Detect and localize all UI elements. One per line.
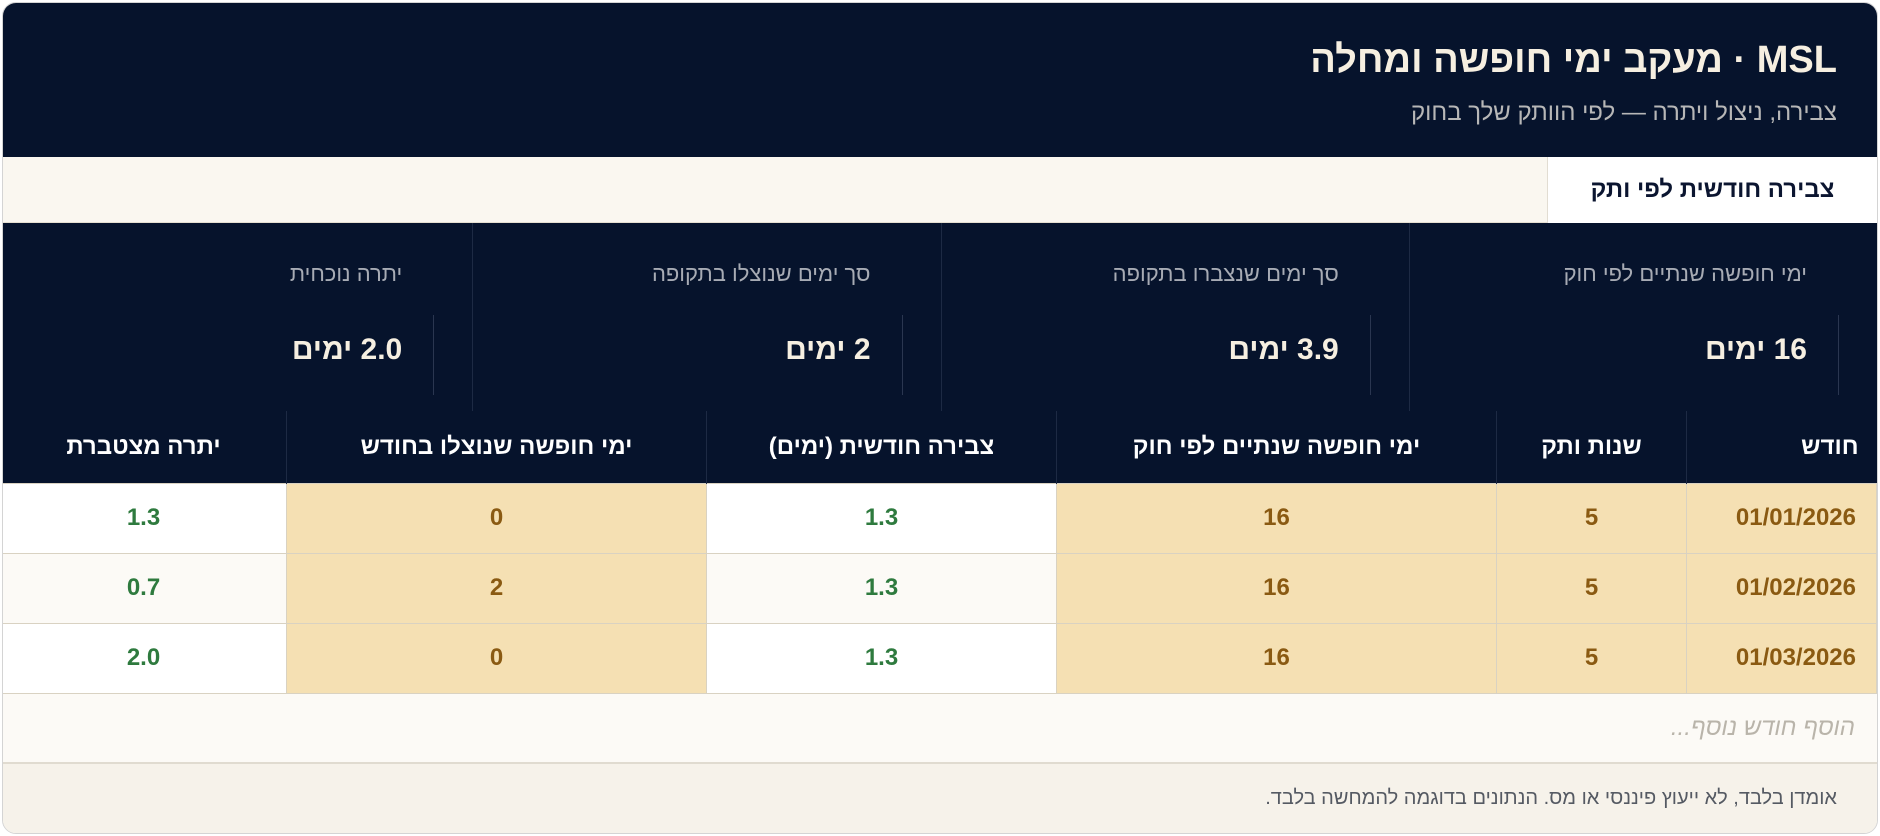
summary-label: סך ימים שנצברו בתקופה (1112, 261, 1339, 286)
cell-balance: 1.3 (3, 482, 287, 554)
card-divider (1369, 315, 1371, 395)
disclaimer: אומדן בלבד, לא ייעוץ פיננסי או מס. הנתונ… (3, 763, 1877, 833)
page-subtitle: צבירה, ניצול ויתרה — לפי הוותק שלך בחוק (1411, 99, 1837, 126)
cell-balance: 2.0 (3, 622, 287, 694)
cell-days-used[interactable]: 2 (286, 552, 707, 624)
card-divider (433, 315, 435, 395)
cell-monthly-accrual: 1.3 (706, 482, 1057, 554)
add-month-row[interactable]: הוסף חודש נוסף... (3, 693, 1877, 764)
cell-seniority[interactable]: 5 (1496, 552, 1687, 624)
table-row: 01/02/2026 5 16 1.3 2 0.7 (3, 552, 1877, 624)
summary-label: יתרה נוכחית (289, 261, 403, 286)
summary-card-used: סך ימים שנוצלו בתקופה 2 ימים (472, 223, 940, 411)
cell-monthly-accrual: 1.3 (706, 552, 1057, 624)
table-header-row: חודש שנות ותק ימי חופשה שנתיים לפי חוק צ… (3, 411, 1877, 483)
tab-monthly-accrual[interactable]: צבירה חודשית לפי ותק (1547, 157, 1877, 223)
tab-bar: צבירה חודשית לפי ותק (3, 157, 1877, 223)
table-row: 01/03/2026 5 16 1.3 0 2.0 (3, 622, 1877, 694)
cell-annual-days[interactable]: 16 (1056, 622, 1497, 694)
card-divider (1838, 315, 1839, 395)
header: MSL · מעקב ימי חופשה ומחלה צבירה, ניצול … (3, 3, 1877, 157)
summary-card-accrued: סך ימים שנצברו בתקופה 3.9 ימים (940, 223, 1409, 411)
cell-month[interactable]: 01/03/2026 (1686, 622, 1877, 694)
col-header-days-used: ימי חופשה שנוצלו בחודש (286, 411, 707, 483)
col-header-seniority: שנות ותק (1496, 411, 1687, 483)
cell-seniority[interactable]: 5 (1496, 622, 1687, 694)
summary-value: 2 ימים (785, 333, 871, 366)
summary-value: 2.0 ימים (291, 333, 403, 366)
col-header-monthly-accrual: צבירה חודשית (ימים) (706, 411, 1057, 483)
cell-days-used[interactable]: 0 (286, 482, 707, 554)
cell-annual-days[interactable]: 16 (1056, 482, 1497, 554)
cell-annual-days[interactable]: 16 (1056, 552, 1497, 624)
cell-month[interactable]: 01/02/2026 (1686, 552, 1877, 624)
page-title: MSL · מעקב ימי חופשה ומחלה (1310, 39, 1837, 81)
cell-balance: 0.7 (3, 552, 287, 624)
col-header-month: חודש (1686, 411, 1877, 483)
cell-days-used[interactable]: 0 (286, 622, 707, 694)
cell-seniority[interactable]: 5 (1496, 482, 1687, 554)
summary-cards: ימי חופשה שנתיים לפי חוק 16 ימים סך ימים… (3, 223, 1877, 411)
card-divider (901, 315, 903, 395)
col-header-annual-days: ימי חופשה שנתיים לפי חוק (1056, 411, 1497, 483)
summary-value: 3.9 ימים (1228, 333, 1339, 366)
col-header-balance: יתרה מצטברת (3, 411, 287, 483)
cell-month[interactable]: 01/01/2026 (1686, 482, 1877, 554)
accrual-table: חודש שנות ותק ימי חופשה שנתיים לפי חוק צ… (3, 411, 1877, 694)
summary-card-balance: יתרה נוכחית 2.0 ימים (3, 223, 472, 411)
summary-label: סך ימים שנוצלו בתקופה (651, 261, 871, 286)
cell-monthly-accrual: 1.3 (706, 622, 1057, 694)
summary-value: 16 ימים (1704, 333, 1807, 366)
summary-label: ימי חופשה שנתיים לפי חוק (1563, 261, 1807, 286)
table-row: 01/01/2026 5 16 1.3 0 1.3 (3, 482, 1877, 554)
summary-card-annual-days: ימי חופשה שנתיים לפי חוק 16 ימים (1408, 223, 1877, 411)
